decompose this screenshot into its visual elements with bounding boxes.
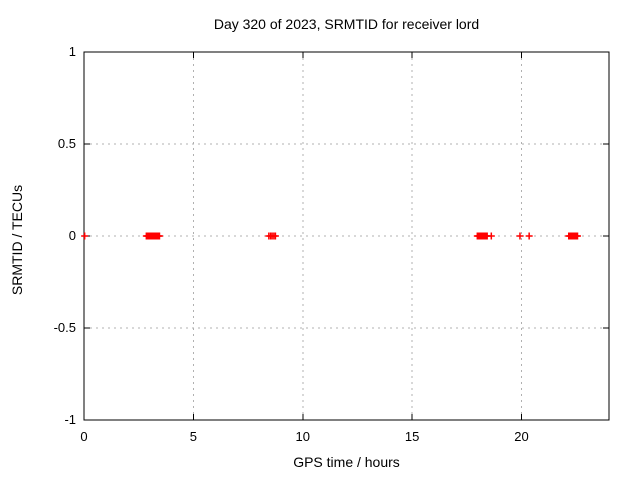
x-tick-label: 0 (80, 429, 88, 444)
data-point-marker (155, 232, 163, 240)
y-tick-label: 0 (68, 228, 76, 243)
data-point-marker (574, 232, 581, 240)
x-tick-label: 10 (295, 429, 310, 444)
y-tick-label: -1 (64, 412, 76, 427)
chart-title: Day 320 of 2023, SRMTID for receiver lor… (213, 16, 480, 32)
x-tick-label: 5 (189, 429, 197, 444)
data-point-marker (487, 232, 495, 240)
y-tick-label: -0.5 (53, 320, 76, 335)
y-tick-label: 1 (68, 44, 76, 59)
data-point-marker (516, 232, 524, 240)
x-tick-label: 15 (404, 429, 420, 444)
data-point-marker (525, 232, 533, 240)
data-point-marker (271, 232, 279, 240)
y-tick-label: 0.5 (57, 136, 76, 151)
x-axis-label: GPS time / hours (293, 454, 400, 470)
data-point-marker (81, 232, 89, 240)
x-tick-label: 20 (514, 429, 529, 444)
